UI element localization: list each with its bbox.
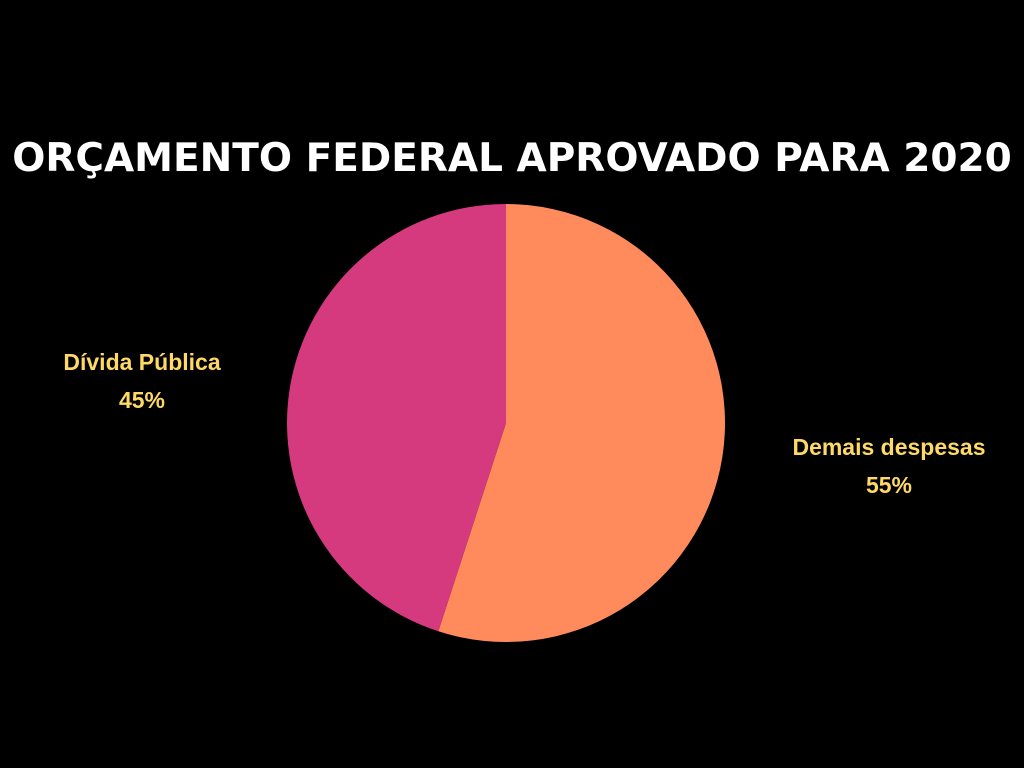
pie-label-demais-despesas: Demais despesas 55% [760, 428, 1018, 504]
pie-label-demais-despesas-value: 55% [865, 472, 913, 498]
pie-label-demais-despesas-name: Demais despesas [792, 434, 986, 460]
pie-slice-divida-publica [287, 204, 506, 632]
pie-slice-demais-despesas [438, 203, 726, 643]
pie-label-divida-publica: Dívida Pública 45% [22, 343, 262, 419]
pie-label-divida-publica-value: 45% [118, 387, 166, 413]
chart-title: ORÇAMENTO FEDERAL APROVADO PARA 2020 [12, 136, 1012, 181]
pie-label-divida-publica-name: Dívida Pública [63, 349, 221, 375]
